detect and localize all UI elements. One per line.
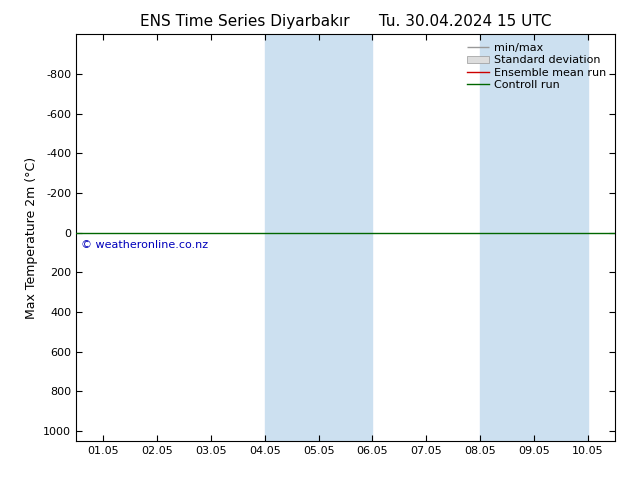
Bar <box>265 34 373 441</box>
Text: © weatheronline.co.nz: © weatheronline.co.nz <box>81 240 209 250</box>
Bar <box>481 34 588 441</box>
Legend: min/max, Standard deviation, Ensemble mean run, Controll run: min/max, Standard deviation, Ensemble me… <box>464 40 609 93</box>
Title: ENS Time Series Diyarbakır      Tu. 30.04.2024 15 UTC: ENS Time Series Diyarbakır Tu. 30.04.202… <box>139 14 552 29</box>
Y-axis label: Max Temperature 2m (°C): Max Temperature 2m (°C) <box>25 157 37 318</box>
